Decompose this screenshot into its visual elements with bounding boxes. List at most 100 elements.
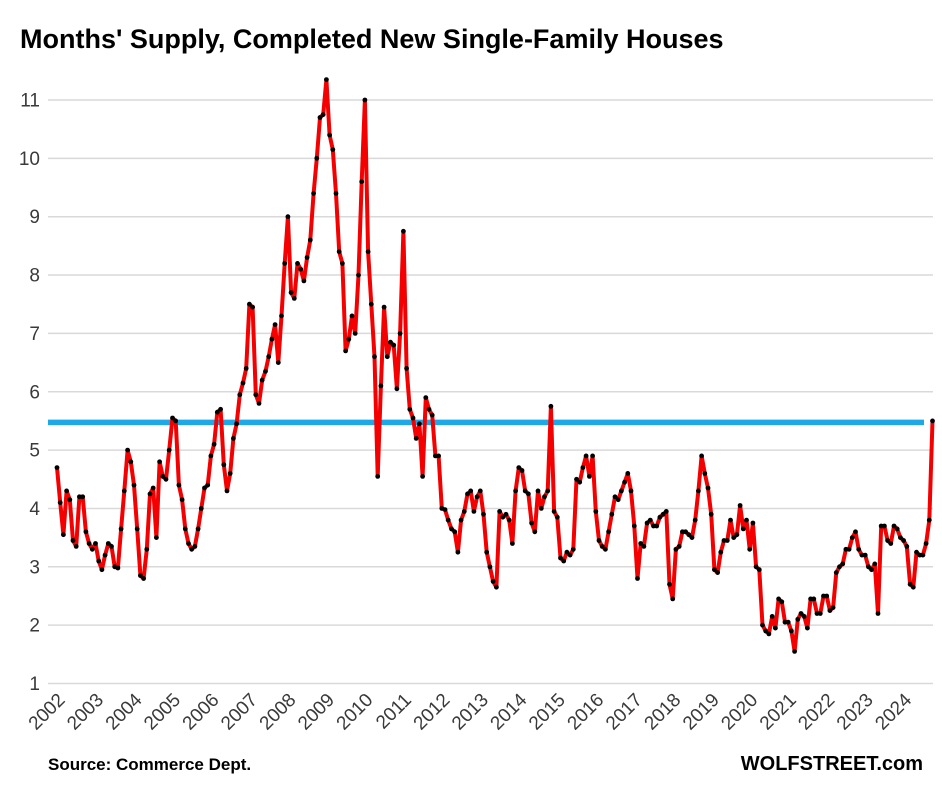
data-point-marker bbox=[99, 567, 105, 573]
data-point-marker bbox=[683, 529, 688, 535]
data-point-marker bbox=[420, 474, 425, 479]
data-point-marker bbox=[214, 409, 220, 415]
data-point-marker bbox=[554, 514, 560, 520]
data-point-marker bbox=[856, 546, 862, 552]
data-point-marker bbox=[574, 476, 579, 482]
data-point-marker bbox=[461, 509, 467, 514]
data-point-marker bbox=[250, 304, 256, 310]
data-point-marker bbox=[657, 514, 663, 520]
data-point-marker bbox=[776, 596, 781, 602]
x-tick-label: 2013 bbox=[448, 690, 493, 735]
data-point-marker bbox=[837, 564, 842, 570]
data-point-marker bbox=[596, 538, 602, 543]
data-point-marker bbox=[134, 526, 140, 532]
data-point-marker bbox=[426, 406, 432, 412]
data-point-marker bbox=[388, 339, 393, 345]
data-point-marker bbox=[86, 541, 92, 546]
data-point-marker bbox=[73, 544, 79, 549]
data-point-marker bbox=[314, 155, 320, 161]
data-point-marker bbox=[859, 552, 865, 558]
x-tick-label: 2022 bbox=[794, 690, 839, 735]
data-point-marker bbox=[737, 503, 743, 508]
data-point-marker bbox=[125, 447, 130, 453]
data-point-marker bbox=[484, 549, 490, 555]
data-point-marker bbox=[458, 517, 464, 523]
data-point-marker bbox=[676, 544, 682, 549]
data-point-marker bbox=[866, 564, 871, 570]
data-point-marker bbox=[70, 538, 76, 543]
data-point-marker bbox=[532, 529, 538, 535]
data-point-marker bbox=[577, 479, 583, 485]
data-point-marker bbox=[189, 546, 195, 552]
data-point-marker bbox=[368, 301, 374, 307]
data-point-marker bbox=[465, 491, 470, 497]
data-point-marker bbox=[150, 485, 156, 491]
x-tick-label: 2006 bbox=[179, 690, 224, 735]
data-point-marker bbox=[840, 561, 846, 567]
data-point-marker bbox=[221, 462, 227, 468]
data-point-marker bbox=[846, 546, 852, 552]
data-point-marker bbox=[641, 544, 647, 549]
data-point-marker bbox=[708, 511, 714, 517]
data-point-marker bbox=[468, 488, 474, 494]
data-point-marker bbox=[311, 191, 316, 196]
data-point-marker bbox=[192, 544, 198, 549]
data-point-marker bbox=[275, 360, 281, 365]
data-point-marker bbox=[166, 447, 172, 453]
data-point-marker bbox=[417, 421, 422, 427]
data-point-marker bbox=[872, 561, 878, 567]
data-point-marker bbox=[526, 491, 531, 497]
data-point-marker bbox=[590, 453, 595, 459]
data-point-marker bbox=[490, 579, 496, 584]
data-point-marker bbox=[789, 628, 794, 634]
data-point-marker bbox=[279, 313, 284, 319]
data-point-marker bbox=[644, 520, 650, 526]
data-point-marker bbox=[80, 494, 86, 500]
data-point-marker bbox=[481, 511, 486, 517]
data-point-marker bbox=[516, 465, 522, 470]
data-point-marker bbox=[291, 296, 297, 301]
data-point-marker bbox=[740, 526, 746, 532]
data-point-marker bbox=[333, 191, 339, 196]
data-point-marker bbox=[359, 179, 365, 185]
data-point-marker bbox=[702, 471, 708, 476]
data-point-marker bbox=[208, 453, 214, 459]
data-point-marker bbox=[182, 526, 188, 532]
data-point-marker bbox=[673, 546, 679, 552]
data-point-marker bbox=[503, 511, 509, 517]
x-tick-label: 2008 bbox=[256, 690, 301, 735]
data-point-marker bbox=[567, 552, 573, 558]
data-point-marker bbox=[186, 541, 191, 546]
data-point-marker bbox=[327, 132, 332, 138]
data-point-marker bbox=[205, 482, 211, 488]
x-tick-label: 2011 bbox=[372, 690, 416, 734]
data-point-marker bbox=[295, 261, 300, 266]
data-point-marker bbox=[619, 488, 624, 494]
data-point-marker bbox=[442, 507, 448, 512]
data-point-marker bbox=[131, 482, 137, 488]
data-point-marker bbox=[747, 546, 753, 552]
x-tick-label: 2020 bbox=[717, 690, 762, 735]
data-point-marker bbox=[795, 616, 801, 622]
data-point-marker bbox=[298, 266, 304, 272]
data-point-marker bbox=[888, 541, 894, 546]
data-point-marker bbox=[397, 331, 403, 336]
x-tick-label: 2017 bbox=[602, 690, 647, 735]
y-tick-label: 5 bbox=[29, 441, 40, 462]
y-tick-label: 10 bbox=[19, 149, 40, 170]
data-point-marker bbox=[628, 488, 634, 494]
source-label: Source: Commerce Dept. bbox=[48, 755, 252, 774]
data-point-marker bbox=[407, 406, 413, 412]
data-point-marker bbox=[154, 535, 159, 540]
data-point-marker bbox=[570, 546, 576, 552]
data-point-marker bbox=[176, 482, 182, 488]
data-point-marker bbox=[452, 529, 458, 535]
x-tick-label: 2012 bbox=[410, 690, 455, 735]
data-point-marker bbox=[901, 538, 906, 543]
data-point-marker bbox=[211, 441, 217, 447]
data-point-marker bbox=[769, 614, 775, 619]
data-point-marker bbox=[259, 377, 265, 383]
data-point-marker bbox=[231, 436, 236, 441]
y-tick-label: 3 bbox=[29, 557, 40, 578]
